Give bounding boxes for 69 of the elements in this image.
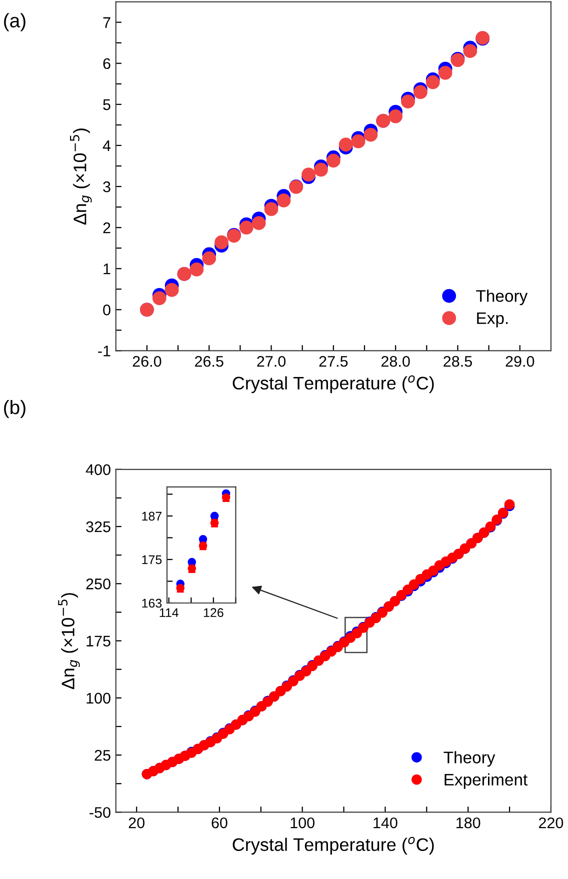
legend-label: Theory xyxy=(476,290,528,306)
point xyxy=(338,138,353,152)
x-tick-label: 28.0 xyxy=(381,356,410,367)
y-tick-label: -1 xyxy=(98,346,110,356)
point xyxy=(413,85,428,100)
y-tick-label: 25 xyxy=(94,750,110,761)
y-tick-label: 7 xyxy=(103,17,110,28)
y-tick-label: 175 xyxy=(86,636,110,646)
x-tick-label: 20 xyxy=(128,817,144,828)
point xyxy=(239,220,254,234)
y-tick-label: 3 xyxy=(103,181,110,192)
point xyxy=(202,251,216,266)
x-tick-label: 28.5 xyxy=(444,356,472,367)
y-tick-label: 325 xyxy=(86,521,110,532)
point xyxy=(252,216,266,230)
x-tick-label: 126 xyxy=(204,608,224,618)
y-axis-title: Δn$_{g}$ (×10$^{−5}$) xyxy=(58,593,80,690)
y-tick-label: 0 xyxy=(103,304,110,316)
point xyxy=(401,94,415,108)
point xyxy=(426,75,440,90)
x-tick-label: 26.0 xyxy=(132,356,162,367)
x-tick-label: 27.5 xyxy=(319,356,348,367)
x-tick-label: 27.0 xyxy=(257,356,286,367)
text: (a) xyxy=(4,13,26,32)
point xyxy=(190,262,204,276)
x-tick-label: 114 xyxy=(160,608,178,617)
point xyxy=(463,44,478,58)
point xyxy=(164,283,179,297)
y-tick-label: 5 xyxy=(103,99,110,110)
x-tick-label: 29.0 xyxy=(506,356,534,367)
point xyxy=(415,574,426,584)
legend-label: Theory xyxy=(444,751,496,767)
point xyxy=(364,128,378,142)
point xyxy=(302,168,316,182)
point xyxy=(326,154,340,168)
legend-label: Exp. xyxy=(477,312,508,328)
legend-label: Experiment xyxy=(444,773,528,789)
point xyxy=(351,134,366,148)
y-tick-label: 187 xyxy=(142,512,162,521)
x-tick-label: 100 xyxy=(290,817,314,828)
point xyxy=(388,109,403,124)
y-tick-label: -50 xyxy=(90,807,110,818)
x-tick-label: 140 xyxy=(374,817,398,828)
point xyxy=(198,535,208,544)
point xyxy=(210,512,219,520)
point xyxy=(264,202,278,216)
point xyxy=(152,291,166,306)
point xyxy=(276,194,291,208)
y-tick-label: 1 xyxy=(104,264,110,274)
y-tick-label: 2 xyxy=(103,222,110,234)
y-tick-label: 400 xyxy=(86,464,110,476)
x-tick-label: 26.5 xyxy=(195,356,224,367)
x-tick-label: 60 xyxy=(212,817,228,828)
y-tick-label: 175 xyxy=(142,555,162,564)
point xyxy=(438,66,452,80)
x-axis-title: Crystal Temperature ($^{o}$C) xyxy=(232,836,434,855)
x-axis-title: Crystal Temperature ($^{o}$C) xyxy=(232,375,434,394)
x-tick-label: 220 xyxy=(538,817,564,828)
point xyxy=(188,558,196,566)
point xyxy=(314,162,328,177)
text: (b) xyxy=(4,400,26,418)
x-tick-label: 180 xyxy=(456,817,480,828)
y-tick-label: 4 xyxy=(102,140,111,151)
y-tick-label: 100 xyxy=(86,692,110,704)
point xyxy=(214,235,228,250)
y-tick-label: 6 xyxy=(103,58,110,70)
y-axis-title: Δn$_{g}$ (×10$^{−5}$) xyxy=(70,128,92,225)
y-tick-label: 163 xyxy=(142,598,162,608)
y-tick-label: 250 xyxy=(86,578,110,590)
